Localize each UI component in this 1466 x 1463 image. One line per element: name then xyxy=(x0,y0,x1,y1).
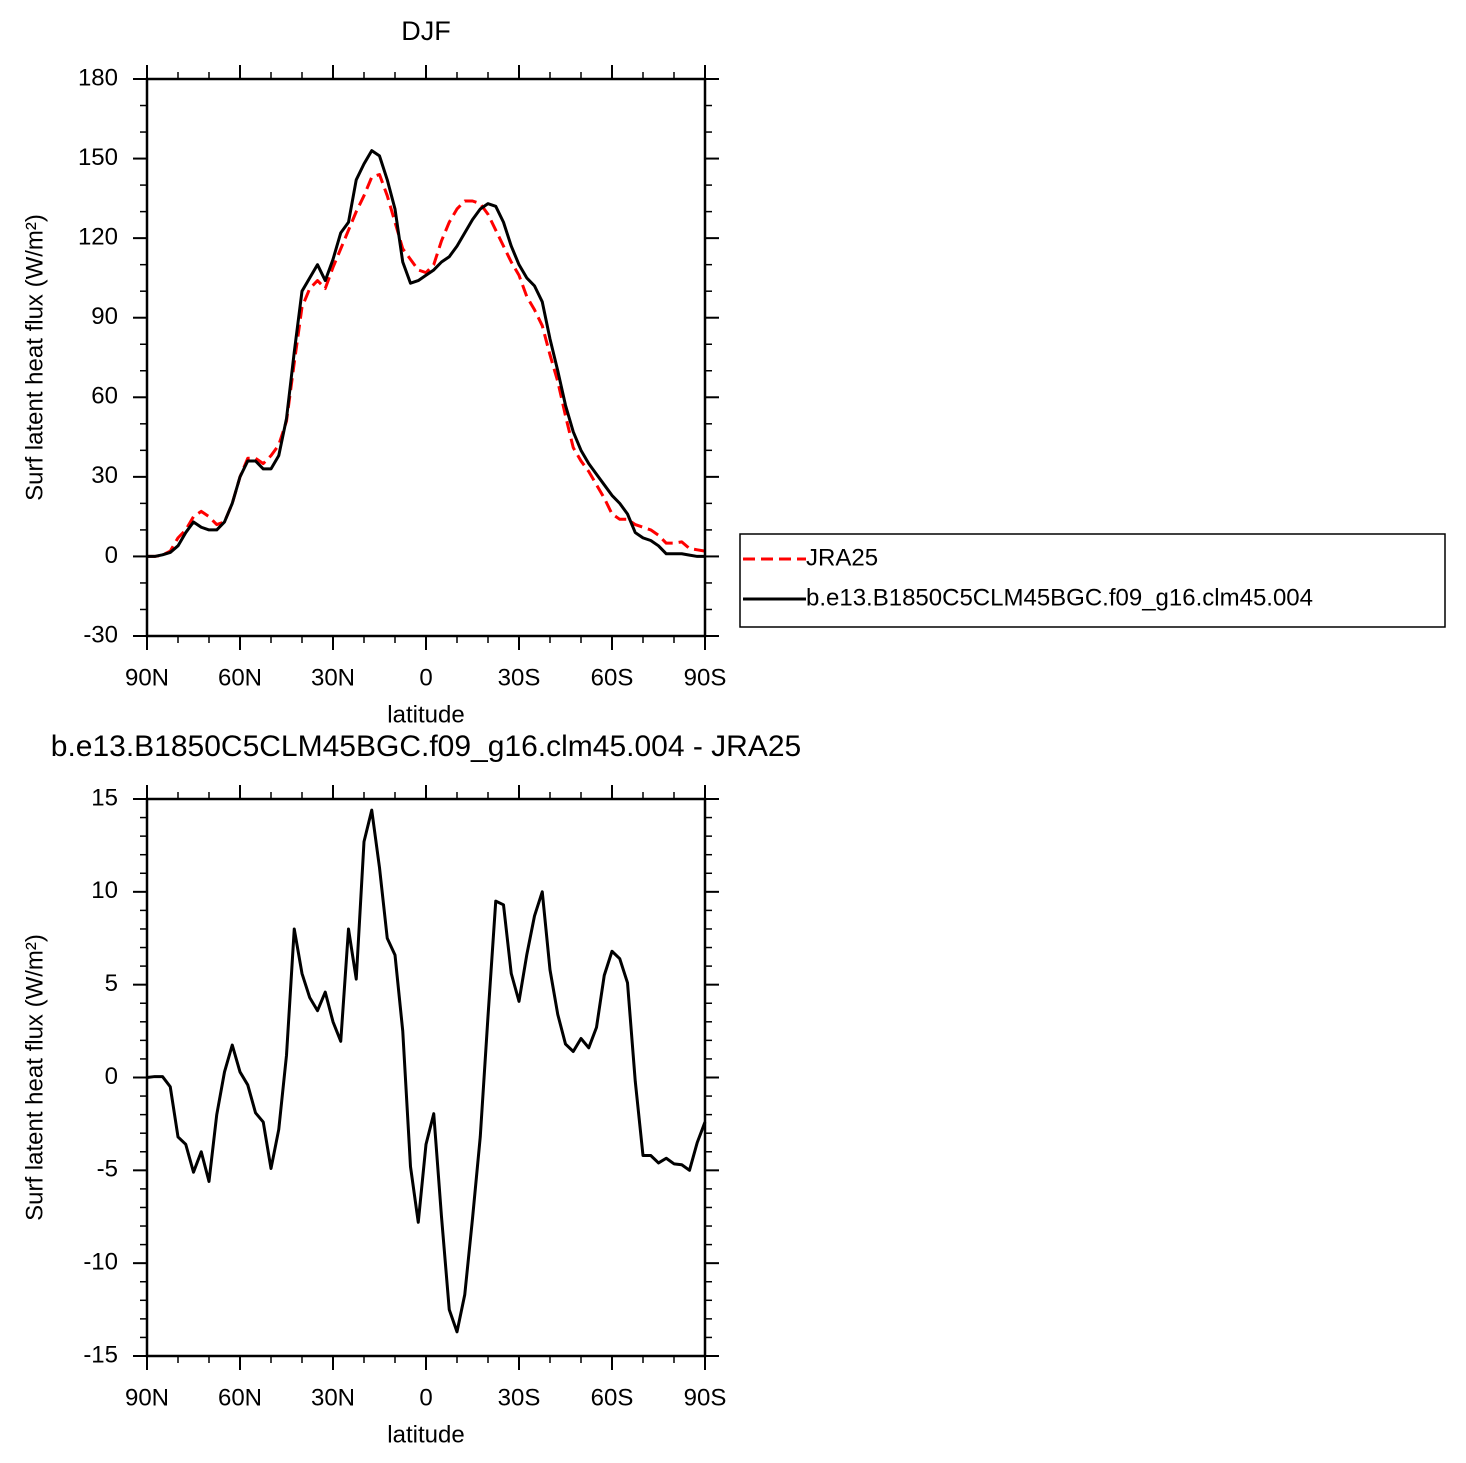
y-tick-label: -15 xyxy=(83,1341,118,1368)
y-tick-label: 180 xyxy=(78,64,118,91)
plot-frame xyxy=(145,77,707,638)
y-tick-label: -30 xyxy=(83,621,118,648)
data-line xyxy=(147,149,705,558)
x-tick-label: 0 xyxy=(419,1384,432,1411)
data-line xyxy=(146,808,707,1334)
y-tick-label: 120 xyxy=(78,223,118,250)
x-tick-label: 60S xyxy=(591,664,634,691)
x-tick-label: 60N xyxy=(218,1384,262,1411)
x-tick-label: 0 xyxy=(419,664,432,691)
y-tick-label: 15 xyxy=(91,784,118,811)
x-tick-label: 30N xyxy=(311,664,355,691)
x-tick-label: 90S xyxy=(684,1384,727,1411)
x-tick-label: 60S xyxy=(591,1384,634,1411)
y-tick-label: 150 xyxy=(78,144,118,171)
x-axis-label: latitude xyxy=(387,701,464,728)
y-tick-label: 5 xyxy=(105,970,118,997)
y-tick-label: 0 xyxy=(105,542,118,569)
y-tick-label: 60 xyxy=(91,383,118,410)
x-tick-label: 30S xyxy=(498,664,541,691)
y-tick-label: -10 xyxy=(83,1249,118,1276)
x-tick-label: 90N xyxy=(125,1384,169,1411)
y-tick-label: 0 xyxy=(105,1063,118,1090)
y-axis-label: Surf latent heat flux (W/m²) xyxy=(21,214,48,501)
y-tick-label: -5 xyxy=(97,1156,118,1183)
panel: DJF latitude Surf latent heat flux (W/m²) -… xyxy=(21,16,726,728)
y-tick-label: 10 xyxy=(91,877,118,904)
x-tick-label: 90S xyxy=(684,664,727,691)
y-tick-label: 90 xyxy=(91,303,118,330)
x-tick-label: 30S xyxy=(498,1384,541,1411)
chart-title: b.e13.B1850C5CLM45BGC.f09_g16.clm45.004 … xyxy=(51,730,801,763)
x-axis-label: latitude xyxy=(387,1421,464,1448)
chart-title: DJF xyxy=(401,16,451,46)
y-tick-label: 30 xyxy=(91,462,118,489)
data-line xyxy=(147,172,706,558)
legend-box xyxy=(739,533,1446,628)
x-tick-label: 30N xyxy=(311,1384,355,1411)
legend-label: b.e13.B1850C5CLM45BGC.f09_g16.clm45.004 xyxy=(806,584,1313,611)
x-tick-label: 60N xyxy=(218,664,262,691)
legend: JRA25 b.e13.B1850C5CLM45BGC.f09_g16.clm45… xyxy=(739,533,1446,628)
panel: b.e13.B1850C5CLM45BGC.f09_g16.clm45.004 … xyxy=(21,730,801,1448)
y-axis-label: Surf latent heat flux (W/m²) xyxy=(21,934,48,1221)
x-tick-label: 90N xyxy=(125,664,169,691)
plot-frame xyxy=(145,797,707,1358)
legend-label: JRA25 xyxy=(806,544,878,571)
